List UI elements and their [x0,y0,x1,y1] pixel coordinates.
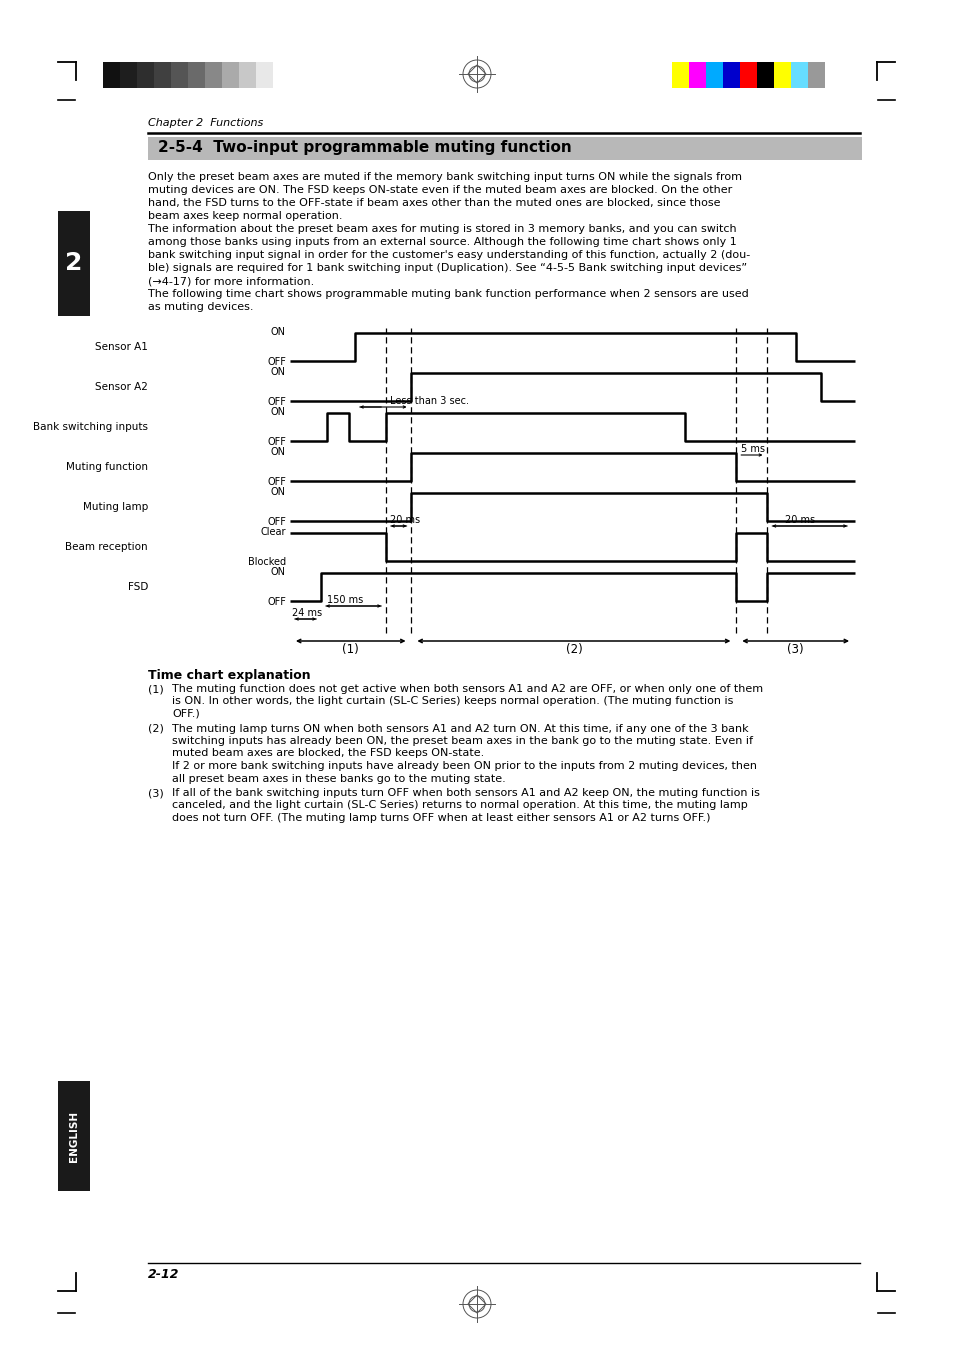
Bar [740,62,757,88]
Text: 2: 2 [65,251,83,276]
Text: muted beam axes are blocked, the FSD keeps ON-state.: muted beam axes are blocked, the FSD kee… [172,748,484,758]
Text: (2): (2) [148,724,164,734]
Bar [705,62,722,88]
Text: Blocked: Blocked [248,557,286,567]
Text: (→4-17) for more information.: (→4-17) for more information. [148,276,314,286]
Bar [153,62,171,88]
Text: FSD: FSD [128,582,148,592]
Bar [188,62,205,88]
Text: Muting lamp: Muting lamp [83,503,148,512]
Text: bank switching input signal in order for the customer's easy understanding of th: bank switching input signal in order for… [148,250,749,259]
Bar [239,62,255,88]
Text: ble) signals are required for 1 bank switching input (Duplication). See “4-5-5 B: ble) signals are required for 1 bank swi… [148,263,746,273]
Text: does not turn OFF. (The muting lamp turns OFF when at least either sensors A1 or: does not turn OFF. (The muting lamp turn… [172,813,710,823]
Text: Less than 3 sec.: Less than 3 sec. [390,396,469,407]
Text: The information about the preset beam axes for muting is stored in 3 memory bank: The information about the preset beam ax… [148,224,736,234]
Bar [790,62,807,88]
Bar [222,62,239,88]
Text: 20 ms: 20 ms [390,515,419,526]
Text: Chapter 2  Functions: Chapter 2 Functions [148,118,263,128]
Text: hand, the FSD turns to the OFF-state if beam axes other than the muted ones are : hand, the FSD turns to the OFF-state if … [148,199,720,208]
Text: Beam reception: Beam reception [66,542,148,553]
Text: 150 ms: 150 ms [327,594,363,605]
Text: all preset beam axes in these banks go to the muting state.: all preset beam axes in these banks go t… [172,774,505,784]
Text: OFF: OFF [267,357,286,367]
Bar [205,62,222,88]
Text: (2): (2) [565,643,581,657]
Bar [757,62,773,88]
Bar [671,62,688,88]
Bar [58,211,90,316]
Text: The muting lamp turns ON when both sensors A1 and A2 turn ON. At this time, if a: The muting lamp turns ON when both senso… [172,724,748,734]
Text: (1): (1) [148,684,164,694]
Text: OFF: OFF [267,397,286,407]
Text: Bank switching inputs: Bank switching inputs [33,422,148,432]
Text: 20 ms: 20 ms [784,515,815,526]
Text: as muting devices.: as muting devices. [148,303,253,312]
Bar [171,62,188,88]
Bar [255,62,273,88]
Text: If 2 or more bank switching inputs have already been ON prior to the inputs from: If 2 or more bank switching inputs have … [172,761,757,771]
Text: If all of the bank switching inputs turn OFF when both sensors A1 and A2 keep ON: If all of the bank switching inputs turn… [172,788,760,798]
Text: muting devices are ON. The FSD keeps ON-state even if the muted beam axes are bl: muting devices are ON. The FSD keeps ON-… [148,185,732,195]
Text: (3): (3) [786,643,803,657]
Text: OFF: OFF [267,517,286,527]
Bar [103,62,120,88]
Text: ENGLISH: ENGLISH [69,1111,79,1162]
Text: beam axes keep normal operation.: beam axes keep normal operation. [148,211,342,222]
Text: among those banks using inputs from an external source. Although the following t: among those banks using inputs from an e… [148,236,736,247]
Text: Clear: Clear [260,527,286,536]
Text: Sensor A1: Sensor A1 [95,342,148,353]
Text: Time chart explanation: Time chart explanation [148,669,311,682]
Bar [120,62,137,88]
Text: switching inputs has already been ON, the preset beam axes in the bank go to the: switching inputs has already been ON, th… [172,736,752,746]
Text: (1): (1) [342,643,358,657]
Text: ON: ON [271,567,286,577]
Text: 24 ms: 24 ms [292,608,322,617]
Text: ON: ON [271,327,286,336]
Text: OFF.): OFF.) [172,709,199,719]
Text: ON: ON [271,407,286,417]
Text: ON: ON [271,486,286,497]
Text: OFF: OFF [267,597,286,607]
Bar [773,62,790,88]
Text: The following time chart shows programmable muting bank function performance whe: The following time chart shows programma… [148,289,748,299]
Bar [722,62,740,88]
Bar [137,62,153,88]
Text: 2-12: 2-12 [148,1269,179,1281]
Text: OFF: OFF [267,477,286,486]
Text: Muting function: Muting function [66,462,148,471]
Text: OFF: OFF [267,436,286,447]
Text: Only the preset beam axes are muted if the memory bank switching input turns ON : Only the preset beam axes are muted if t… [148,172,741,182]
Bar [807,62,824,88]
Text: is ON. In other words, the light curtain (SL-C Series) keeps normal operation. (: is ON. In other words, the light curtain… [172,697,733,707]
Bar [148,136,862,159]
Text: 5 ms: 5 ms [740,444,764,454]
Text: The muting function does not get active when both sensors A1 and A2 are OFF, or : The muting function does not get active … [172,684,762,694]
Text: 2-5-4  Two-input programmable muting function: 2-5-4 Two-input programmable muting func… [158,141,571,155]
Text: ON: ON [271,447,286,457]
Text: canceled, and the light curtain (SL-C Series) returns to normal operation. At th: canceled, and the light curtain (SL-C Se… [172,801,747,811]
Bar [58,1081,90,1192]
Text: Sensor A2: Sensor A2 [95,382,148,392]
Text: ON: ON [271,367,286,377]
Text: (3): (3) [148,788,164,798]
Bar [688,62,705,88]
